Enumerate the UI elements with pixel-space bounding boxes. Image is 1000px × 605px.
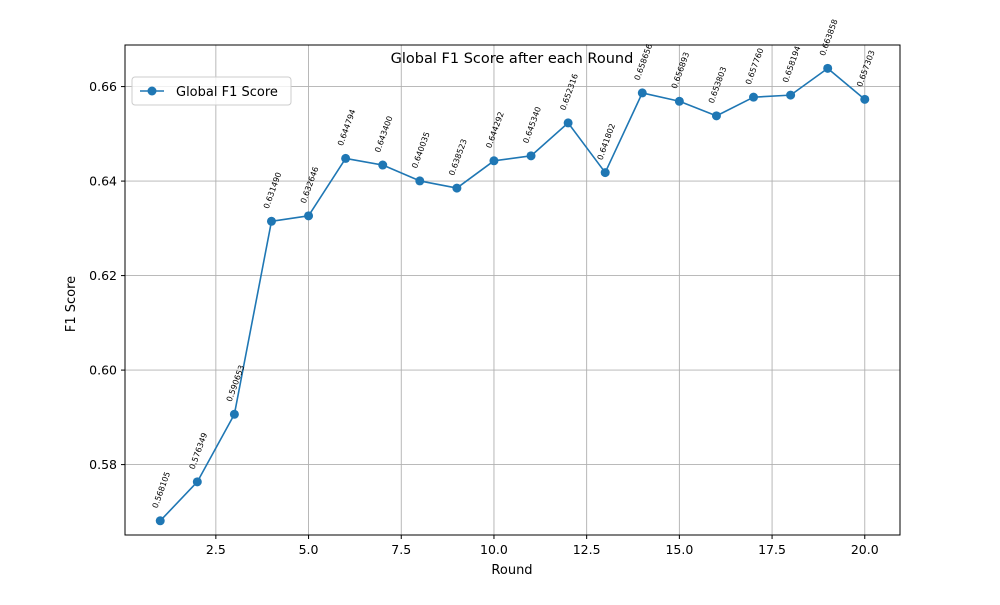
- legend-label: Global F1 Score: [176, 85, 278, 100]
- data-point: [378, 160, 388, 170]
- x-tick-label: 12.5: [573, 542, 601, 557]
- axes-frame: [124, 44, 901, 536]
- y-axis-label: F1 Score: [64, 276, 79, 332]
- data-point: [192, 477, 202, 487]
- legend: Global F1 Score: [131, 76, 292, 106]
- grid: [125, 45, 900, 535]
- y-tick-label: 0.66: [89, 79, 117, 94]
- chart-title: Global F1 Score after each Round: [391, 51, 634, 67]
- data-point: [155, 516, 165, 526]
- data-point: [415, 176, 425, 186]
- data-point: [711, 111, 721, 121]
- data-point: [526, 151, 536, 161]
- data-point: [229, 409, 239, 419]
- y-axis-ticks: 0.58 0.60 0.62 0.64 0.66: [89, 79, 125, 472]
- y-tick-label: 0.60: [89, 363, 117, 378]
- x-tick-label: 20.0: [851, 542, 879, 557]
- data-point: [304, 211, 314, 221]
- x-tick-label: 7.5: [391, 542, 411, 557]
- data-point: [563, 118, 573, 128]
- data-point: [823, 63, 833, 73]
- data-point: [600, 168, 610, 178]
- x-tick-label: 2.5: [206, 542, 226, 557]
- series-line: [159, 67, 866, 522]
- y-tick-label: 0.58: [89, 457, 117, 472]
- x-axis-ticks: 2.5 5.0 7.5 10.0 12.5 15.0 17.5 20.0: [206, 535, 879, 557]
- data-point: [674, 96, 684, 106]
- x-tick-label: 5.0: [299, 542, 319, 557]
- data-point: [637, 88, 647, 98]
- data-point: [749, 92, 759, 102]
- data-point: [786, 90, 796, 100]
- x-axis-label: Round: [491, 563, 532, 578]
- data-point: [341, 153, 351, 163]
- series-layer: [155, 63, 870, 526]
- legend-point-marker: [147, 86, 157, 96]
- data-point: [860, 94, 870, 104]
- y-tick-label: 0.64: [89, 174, 117, 189]
- legend-box: [131, 76, 292, 106]
- data-point: [489, 156, 499, 166]
- x-tick-label: 17.5: [758, 542, 786, 557]
- x-tick-label: 15.0: [665, 542, 693, 557]
- y-tick-label: 0.62: [89, 268, 117, 283]
- data-point: [452, 183, 462, 193]
- data-point: [266, 216, 276, 226]
- x-tick-label: 10.0: [480, 542, 508, 557]
